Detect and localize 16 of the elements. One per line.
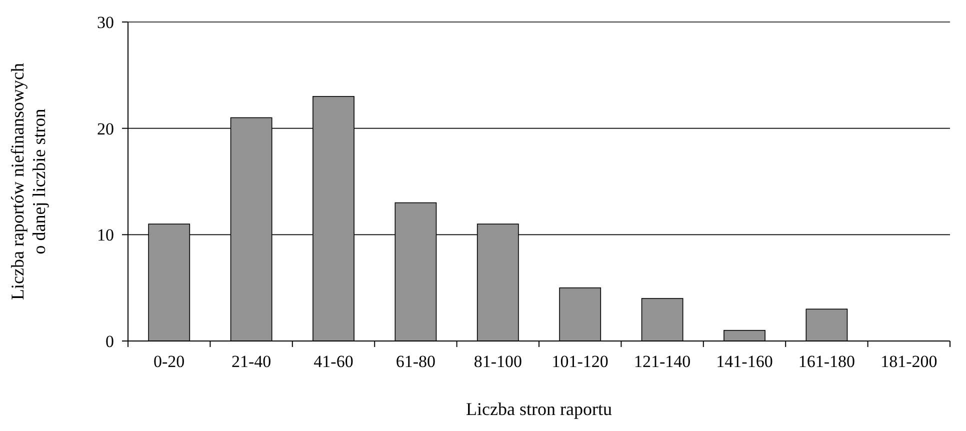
x-tick-label: 41-60	[314, 352, 354, 371]
x-tick-label: 81-100	[474, 352, 522, 371]
x-tick-label: 161-180	[798, 352, 856, 371]
x-tick-label: 141-160	[716, 352, 773, 371]
y-tick-label: 20	[97, 119, 114, 138]
x-tick-label: 61-80	[396, 352, 436, 371]
y-tick-label: 30	[97, 12, 114, 32]
y-tick-label: 0	[106, 332, 114, 351]
y-axis-title: Liczba raportów niefinansowych o danej liczbie stron	[8, 63, 50, 300]
x-tick-label: 0-20	[154, 352, 185, 371]
y-tick-label: 10	[97, 226, 114, 245]
x-axis-title: Liczba stron raportu	[466, 399, 612, 419]
x-tick-label: 181-200	[880, 352, 938, 371]
x-tick-label: 21-40	[231, 352, 272, 371]
x-tick-label: 121-140	[634, 352, 691, 371]
x-tick-label: 101-120	[552, 352, 608, 371]
